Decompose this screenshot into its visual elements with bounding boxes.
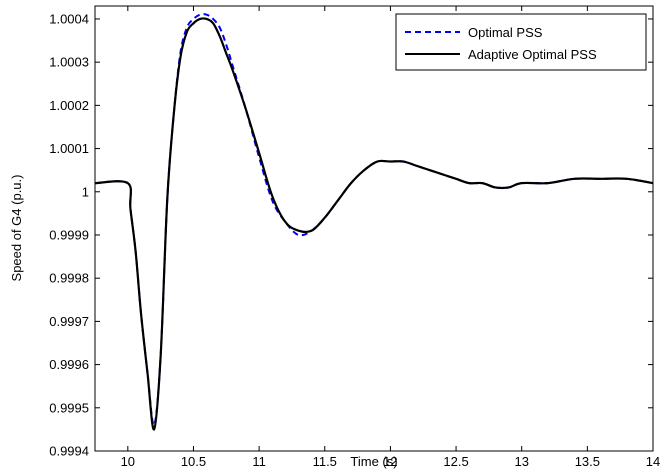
x-tick-label: 12.5 (443, 454, 468, 469)
x-axis: 10 10.5 11 11.5 12 12.5 13 13.5 14 (121, 6, 660, 469)
y-axis: 0.9994 0.9995 0.9996 0.9997 0.9998 0.9999 1 1.0… (49, 11, 653, 459)
y-tick-label: 0.9998 (49, 271, 89, 286)
x-tick-label: 10 (121, 454, 135, 469)
y-axis-label: Speed of G4 (p.u.) (9, 175, 24, 282)
legend: Optimal PSS Adaptive Optimal PSS (395, 13, 647, 71)
legend-label-adaptive-optimal-pss: Adaptive Optimal PSS (468, 47, 597, 62)
legend-label-optimal-pss: Optimal PSS (468, 25, 543, 40)
y-tick-label: 1.0002 (49, 98, 89, 113)
x-tick-label: 12 (383, 454, 397, 469)
x-axis-label: Time (s) (350, 454, 397, 469)
y-tick-label: 0.9999 (49, 227, 89, 242)
series-layer (94, 13, 654, 431)
y-tick-label: 0.9996 (49, 357, 89, 372)
x-tick-label: 11 (252, 454, 266, 469)
x-tick-label: 13.5 (575, 454, 600, 469)
y-tick-label: 1.0001 (49, 141, 89, 156)
y-tick-label: 0.9994 (49, 444, 89, 459)
x-tick-label: 14 (646, 454, 660, 469)
y-tick-label: 0.9997 (49, 314, 89, 329)
y-tick-label: 0.9995 (49, 400, 89, 415)
plot-frame (94, 5, 654, 452)
y-tick-label: 1.0003 (49, 55, 89, 70)
plot-area (95, 6, 653, 451)
x-tick-label: 13 (514, 454, 528, 469)
x-tick-label: 10.5 (181, 454, 206, 469)
y-tick-label: 1 (82, 184, 89, 199)
x-tick-label: 11.5 (313, 454, 337, 469)
series-line-adaptive-optimal-pss (94, 17, 654, 431)
y-tick-label: 1.0004 (49, 11, 89, 26)
legend-box (395, 13, 647, 71)
